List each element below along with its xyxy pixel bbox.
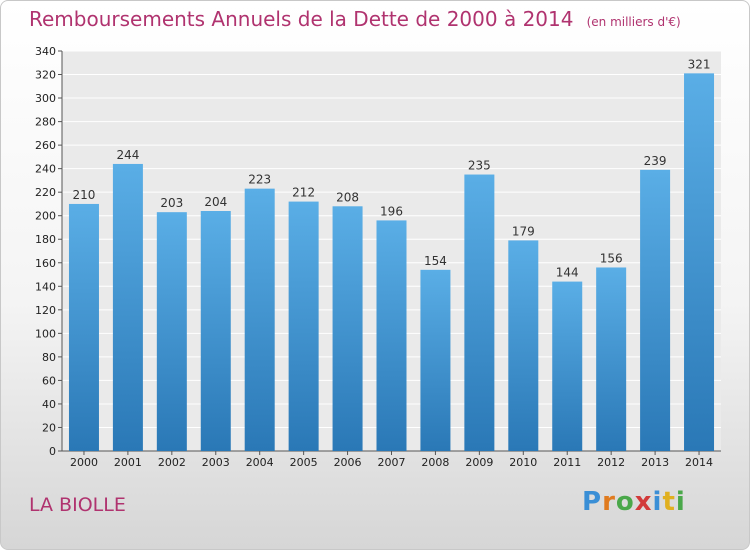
data-label: 204 <box>204 195 227 209</box>
bar <box>552 281 583 451</box>
y-tick-label: 200 <box>35 210 56 223</box>
bar <box>288 201 319 451</box>
data-label: 154 <box>424 254 447 268</box>
chart-unit: (en milliers d'€) <box>586 15 681 29</box>
y-tick-label: 220 <box>35 186 56 199</box>
x-tick-label: 2008 <box>421 456 449 469</box>
x-tick-label: 2004 <box>246 456 274 469</box>
bar <box>332 206 363 451</box>
y-tick-label: 160 <box>35 257 56 270</box>
bar <box>156 212 187 451</box>
data-label: 239 <box>644 154 667 168</box>
y-tick-label: 0 <box>49 445 56 458</box>
y-tick-label: 80 <box>42 351 56 364</box>
x-tick-label: 2012 <box>597 456 625 469</box>
data-label: 208 <box>336 190 359 204</box>
x-tick-label: 2009 <box>465 456 493 469</box>
bar <box>68 203 99 451</box>
x-tick-label: 2005 <box>290 456 318 469</box>
x-tick-label: 2007 <box>378 456 406 469</box>
x-tick-label: 2000 <box>70 456 98 469</box>
y-tick-label: 280 <box>35 116 56 129</box>
y-tick-label: 320 <box>35 69 56 82</box>
x-tick-label: 2002 <box>158 456 186 469</box>
data-label: 321 <box>688 57 711 71</box>
bar <box>464 174 495 451</box>
x-tick-label: 2001 <box>114 456 142 469</box>
bar <box>684 73 715 452</box>
y-tick-label: 180 <box>35 233 56 246</box>
bar <box>200 211 231 451</box>
y-tick-label: 40 <box>42 398 56 411</box>
place-name: LA BIOLLE <box>29 494 126 516</box>
data-label: 156 <box>600 251 623 265</box>
data-label: 203 <box>160 196 183 210</box>
x-tick-label: 2006 <box>334 456 362 469</box>
bar <box>244 188 275 451</box>
y-tick-label: 60 <box>42 374 56 387</box>
bar <box>420 269 451 451</box>
x-tick-label: 2010 <box>509 456 537 469</box>
data-label: 196 <box>380 204 403 218</box>
bar <box>508 240 539 451</box>
y-tick-label: 120 <box>35 304 56 317</box>
data-label: 179 <box>512 224 535 238</box>
x-tick-label: 2013 <box>641 456 669 469</box>
x-tick-label: 2003 <box>202 456 230 469</box>
bar <box>112 163 143 452</box>
x-tick-label: 2014 <box>685 456 713 469</box>
data-label: 223 <box>248 173 271 187</box>
y-tick-label: 300 <box>35 92 56 105</box>
y-tick-label: 140 <box>35 280 56 293</box>
bar <box>596 267 627 451</box>
data-label: 244 <box>116 148 139 162</box>
title-row: Remboursements Annuels de la Dette de 20… <box>29 7 681 31</box>
y-tick-label: 20 <box>42 421 56 434</box>
data-label: 235 <box>468 159 491 173</box>
bar <box>376 220 407 451</box>
y-tick-label: 240 <box>35 163 56 176</box>
data-label: 212 <box>292 186 315 200</box>
y-tick-label: 100 <box>35 327 56 340</box>
data-label: 144 <box>556 266 579 280</box>
proxiti-logo: Proxiti <box>582 487 686 517</box>
x-tick-label: 2011 <box>553 456 581 469</box>
bar <box>640 169 671 451</box>
data-label: 210 <box>73 188 96 202</box>
y-tick-label: 260 <box>35 139 56 152</box>
chart-title: Remboursements Annuels de la Dette de 20… <box>29 7 574 31</box>
y-tick-label: 340 <box>35 45 56 58</box>
